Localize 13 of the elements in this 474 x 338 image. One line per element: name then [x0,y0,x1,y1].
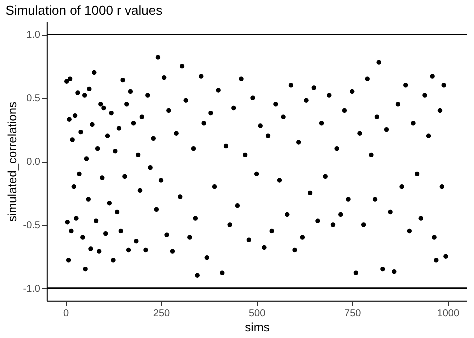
chart-title: Simulation of 1000 r values [6,3,164,18]
y-tick-label: 0.5 [26,94,41,105]
y-tick-label: 0.0 [26,157,41,168]
x-tick-label: 250 [153,308,171,320]
y-axis-title: simulated_correlations [5,102,20,222]
y-tick-label: -0.5 [23,220,41,232]
y-tick-label: 1.0 [26,30,41,42]
y-tick-label: -1.0 [23,284,41,295]
x-tick-label: 1000 [437,308,460,320]
x-axis-title: sims [245,320,270,334]
x-tick-label: 500 [248,308,266,320]
x-tick-label: 750 [344,308,362,320]
x-tick-label: 0 [63,308,70,320]
